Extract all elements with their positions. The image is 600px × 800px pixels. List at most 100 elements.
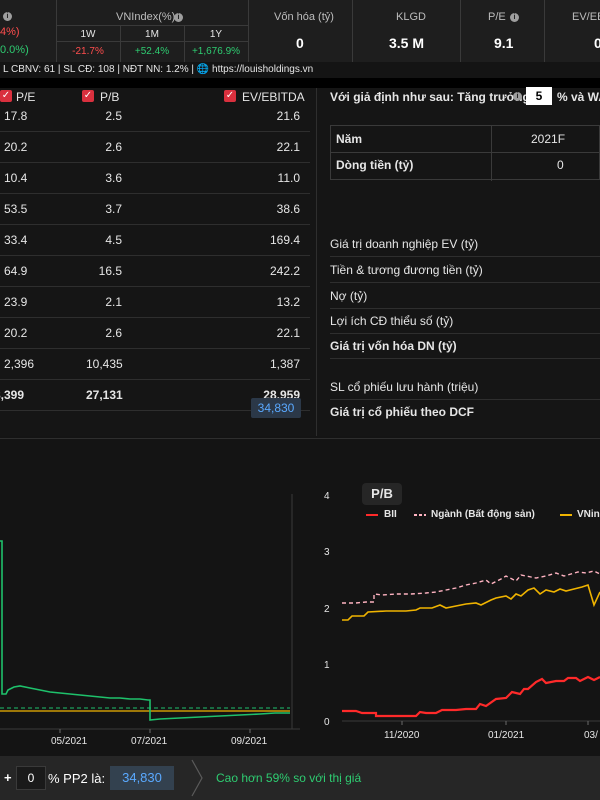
pe-cell: 2,396 [4,357,35,371]
ev-cell: 11.0 [277,171,300,185]
checkbox-ev-ebitda[interactable]: ✓ [224,90,236,102]
x-tick-label: 01/2021 [488,730,525,741]
shares-outstanding-label: SL cổ phiếu lưu hành (triệu) [330,380,479,394]
info-icon[interactable]: i [174,13,183,22]
vnindex-series-line [342,583,600,621]
pe-value: 9.1 [494,35,514,51]
table-row: 53.5 3.7 38.6 [0,194,310,225]
table-row: 10.4 3.6 11.0 [0,163,310,194]
info-icon[interactable]: i [513,92,522,101]
pb-cell: 4.5 [105,233,122,247]
pe-cell: 17.8 [4,109,28,123]
ev-eb-value: 0 [594,35,600,51]
comparison-note: Cao hơn 59% so với thị giá [216,771,362,785]
vnindex-title: VNIndex(%) [116,11,176,23]
ev-cell: 22.1 [276,326,300,340]
pe-cell: 53.5 [4,202,28,216]
y-tick-label: 0 [324,717,330,728]
cashflow-table: Năm 2021F Dòng tiền (tỷ) 0 [330,125,600,181]
klgd-value: 3.5 M [389,35,425,51]
info-icon[interactable]: i [3,12,12,21]
green-series-line [0,540,290,721]
pp2-percent-input[interactable]: 0 [16,766,46,790]
assumption-label: Với giả định như sau: Tăng trưởng [330,90,530,104]
x-tick-label: 09/2021 [231,736,268,747]
table-row: 23.9 2.1 13.2 [0,287,310,318]
pe-cell: 23.9 [4,295,28,309]
ev-label: Giá trị doanh nghiệp EV (tỷ) [330,237,479,251]
cashflow-label: Dòng tiền (tỷ) [336,158,414,172]
market-cap-title: Vốn hóa (tỷ) [274,11,334,23]
change-fragment: 4%) [0,26,20,38]
chevron-right-icon [191,759,203,797]
legend-industry[interactable]: Ngành (Bất động sản) [431,509,535,520]
divider [0,78,600,88]
minority-label: Lợi ích CĐ thiểu số (tỷ) [330,314,454,328]
plus-sign: + [4,770,12,785]
header-ev-ebitda: EV/EBITDA [242,90,305,104]
table-row: 17.8 2.5 21.6 [0,101,310,132]
pb-chart-title: P/B [362,483,402,505]
debt-label: Nợ (tỷ) [330,289,368,303]
table-row: 2,396 10,435 1,387 [0,349,310,380]
cash-label: Tiền & tương đương tiền (tỷ) [330,263,483,277]
ev-cell: 21.6 [276,109,300,123]
industry-series-line [342,570,600,604]
equity-value-label: Giá trị vốn hóa DN (tỷ) [330,339,457,353]
y-tick-label: 2 [324,604,330,615]
info-text: L CBNV: 61 | SL CĐ: 108 | NĐT NN: 1.2% | [3,64,197,75]
pb-cell: 16.5 [98,264,122,278]
checkbox-pb[interactable]: ✓ [82,90,94,102]
change-1w: -21.7% [72,46,104,57]
valuation-table: ✓ P/E ✓ P/B ✓ EV/EBITDA 17.8 2.5 21.6 20.2… [0,88,316,436]
x-tick-label: 03/ [584,730,598,741]
pe-cell: 10.4 [4,171,28,185]
pe-cell: 20.2 [4,326,28,340]
header-pe: P/E [16,90,36,104]
table-row: 20.2 2.6 22.1 [0,318,310,349]
year-value: 2021F [531,132,566,146]
legend-vnindex[interactable]: VNin [577,509,600,520]
klgd-title: KLGD [396,11,426,23]
ev-cell: 169.4 [269,233,300,247]
charts-area [0,438,600,756]
ev-eb-title: EV/EB [572,11,600,23]
table-row: 20.2 2.6 22.1 [0,132,310,163]
dcf-price-label: Giá trị cổ phiếu theo DCF [330,405,475,419]
y-tick-label: 3 [324,547,330,558]
bottom-bar [0,756,600,800]
pp2-value: 34,830 [110,766,174,790]
info-icon[interactable]: i [510,13,519,22]
pb-cell: 2.6 [105,326,122,340]
pb-cell: 3.7 [105,202,122,216]
ev-cell: 38.6 [276,202,300,216]
growth-input[interactable]: 5 [526,87,552,105]
pe-cell: 64.9 [4,264,28,278]
ev-cell: 242.2 [269,264,300,278]
period-1w[interactable]: 1W [80,29,96,40]
pb-cell: 27,131 [86,388,123,402]
pe-cell: 8,399 [0,388,25,402]
period-1y[interactable]: 1Y [209,29,223,40]
header-pb: P/B [100,90,120,104]
y-tick-label: 1 [324,660,330,671]
x-tick-label: 07/2021 [131,736,168,747]
checkbox-pe[interactable]: ✓ [0,90,12,102]
ev-cell: 1,387 [269,357,300,371]
pb-cell: 2.6 [105,140,122,154]
dcf-result-badge: 34,830 [251,398,301,418]
legend-bii-swatch [366,514,378,516]
stats-bar: i 4%) 0.0%) VNIndex(%) i 1W 1M 1Y -21.7%… [0,0,600,62]
period-1m[interactable]: 1M [145,29,159,40]
legend-vnindex-swatch [560,514,572,516]
price-history-chart: 05/2021 07/2021 09/2021 [0,494,300,747]
legend-bii[interactable]: BII [384,509,397,520]
cashflow-value: 0 [557,158,564,172]
pe-cell: 33.4 [4,233,28,247]
change-fragment-2: 0.0%) [0,44,29,56]
change-1m: +52.4% [134,46,170,57]
pb-chart: 0 1 2 3 4 11/2020 01/2021 03/ [324,491,600,741]
market-cap-value: 0 [296,35,304,51]
legend-industry-swatch [414,514,426,516]
website-link[interactable]: https://louisholdings.vn [212,64,314,75]
